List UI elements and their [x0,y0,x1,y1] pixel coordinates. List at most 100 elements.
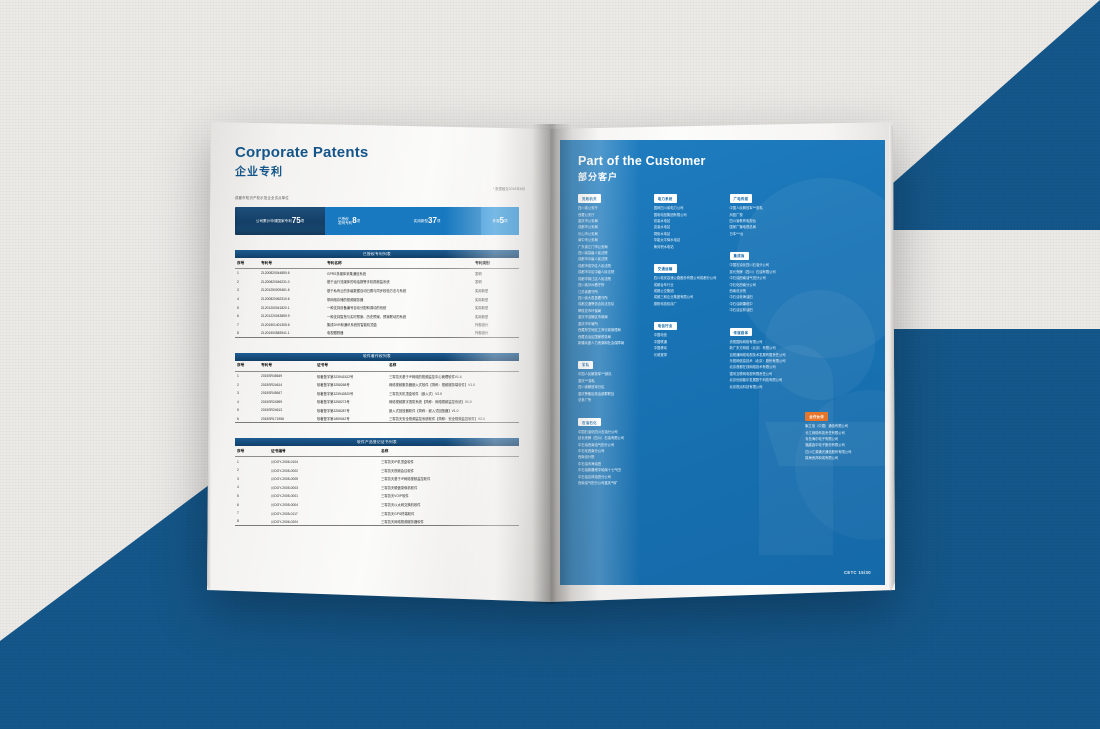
table-caption: 软件著作权列表 [235,352,519,361]
table-row: 4 川DGY-2005-0003 三零凯天硬盘录像机软件 [235,483,519,492]
customer-item: 中国石油化四川石油分公司 [729,263,770,268]
customer-item: 日本***台 [729,231,744,236]
customer-item: 四川省高级人民法院 [578,251,608,256]
customer-group-badge: 集成商 [729,251,749,260]
col-header-cert: 证书号 [317,363,329,368]
customer-item: 国电电投集团有限公司 [653,212,687,217]
customer-item: 百视通网络电视技术发展有限责任公司 [729,352,786,357]
customer-item: 中石化西南分公司 [578,448,605,453]
software-copyright-table: 软件著作权列表 序号 专利号 证书号 名称 1 2015SR45649 软著登字第3… [235,352,519,424]
table-cell: 川DGY-2006-0204 [271,519,299,524]
table-cell: 外观设计 [475,331,489,336]
col-header-name: 专利名称 [327,260,342,265]
stat-value-utility: 37 [428,216,437,225]
stat-segment-total: 公司累计申请国家专利75项 [235,207,325,235]
table-cell: 川DGY-2005-0001 [271,494,299,499]
table-cell: 三零凯天基于IP网络视频监控软件 [381,477,431,482]
customer-item: 成都交通警务合执法总队 [578,302,615,307]
customer-item: 中石油青海油田 [578,461,602,466]
table-cell: 软著登字第3258273号 [317,400,350,405]
customer-item: 黄河积水电站 [653,244,674,249]
customer-item: 铜街水电站 [653,231,671,236]
table-cell: 软著登字第323942820号 [317,391,354,396]
customer-item: 中石油新疆塔中 [729,301,753,306]
stat-unit-invention: 项 [356,219,361,223]
stat-label-design: 外观 [492,219,500,223]
table-cell: 三零凯天网络视频服务器软件 [381,519,424,524]
customer-group: 电信行业 中国电信 中国联通 中国移动 长城宽带 [653,314,723,358]
table-cell: 川DGY-2005-0004 [271,503,299,508]
customer-item: 新疆兵团人力资源和社会保障局 [578,340,625,345]
customer-item: 德阳科技机床厂 [653,301,677,306]
table-row: 8 川DGY-2006-0204 三零凯天网络视频服务器软件 [235,517,519,527]
table-cell: 2015SR171956 [261,416,284,421]
customer-item: 中石油青海油田 [729,295,753,300]
customer-item: 中国电信 [653,333,667,338]
col-header-certnum: 证书编号 [271,448,286,453]
customer-item: 国家广播电视总局 [729,225,756,230]
customer-group: 合作伙伴 聚立信（中国）通信有限公司 长江网络科技责任有限公司 青岛海尔电子有限公司福… [805,405,874,462]
table-cell: 2015SR45647 [261,391,283,396]
table-cell: 5 [237,408,239,413]
customer-item: 广东省江门市公安局 [578,244,608,249]
col-header-title: 名称 [389,363,397,368]
col-header-no: 序号 [237,260,245,265]
stat-label-utility: 实用新型 [413,219,429,223]
customer-item: 西南设计院 [729,288,746,293]
customer-item: 西藏自治区国家税务局 [578,334,611,339]
page-title: Corporate Patents 企业专利 [235,144,525,179]
customer-item: 重庆***部队 [578,378,596,383]
customer-item: 四川省泸州看守所 [578,283,605,288]
table-row: 7 川DGY-2005-0117 三零凯天GPS终端软件 [235,509,519,518]
customer-item: 中石化西南分公司 [729,282,756,287]
customer-item: 长江网络科技责任有限公司 [805,430,845,435]
right-page-edge [889,124,895,596]
table-cell: 3 [237,476,239,481]
customer-item: 国网四川省电力公司 [653,206,684,211]
customer-item: 江苏省看守所 [578,289,598,294]
table-cell: 4 [237,297,239,302]
table-row: 2 川DGY-2005-0002 三零凯天视频会议软件 [235,466,519,475]
stat-unit-utility: 项 [436,219,441,223]
table-cell: 一种支持智慧与实时预案、历史预案、预案联动的系统 [327,314,407,319]
left-page-content: Corporate Patents 企业专利 成都市知识产权示范企业试点单位 *… [235,144,525,527]
decor-angled-bar [765,422,885,466]
customer-group-badge: 电信行业 [653,321,677,330]
customer-item: 重庆市公安局 [578,218,598,223]
table-cell: ZL201500583941.1 [261,330,290,335]
table-cell: ZL201200041820.1 [261,305,290,310]
table-cell: 电视跟踪器 [327,331,344,336]
customer-item: 中石油吉林油田分公司 [578,474,611,479]
table-cell: 川DGY-2005-0005 [271,477,299,482]
table-cell: ZL201501401305.6 [261,322,290,327]
customer-item: 四川汇源通光通信股份有限公司 [805,449,852,454]
magazine-spread: Corporate Patents 企业专利 成都市知识产权示范企业试点单位 *… [205,120,895,610]
table-cell: 川DGY-2005-0117 [271,511,298,516]
table-cell: 川DGY-2006-0104 [271,460,299,465]
table-cell: ZL200820046231.0 [261,279,290,284]
customer-group: 军队 中国人民解放军***部队 重庆***部队 四川省解放军分区 重庆警备区政治部群联处… [578,353,647,403]
right-title-cn: 部分客户 [578,172,619,182]
table-cell: 软著登字第1859042号 [317,417,350,422]
table-body: 1 川DGY-2006-0104 三零凯天IP机顶盒软件 2 川DGY-2005-000… [235,457,519,527]
customer-item: 尧溪水电站 [653,225,671,230]
table-cell: 网络视频服务器嵌入式软件【简称：视频服务端软件】V1.0 [389,383,475,388]
table-row: 3 ZL201250009461.6 基于私有云的多级数据自动归置与同步校验方法与系… [235,286,519,295]
table-cell: 一种支持设备编号自动分配和调动的系统 [327,306,387,311]
customer-group: 集成商 中国石油化四川石油分公司 延长壳牌（四川）石油有限公司 中石油西南油气田分公司… [729,244,799,313]
table-cell: 三零凯天以太网交换机软件 [381,503,421,508]
table-cell: 1 [237,459,239,464]
customer-item: 四川省解放军分区 [578,385,605,390]
table-cell: 2015SR24613 [261,408,283,413]
customer-item: 西藏林芝地区工商行政管理局 [578,328,621,333]
table-cell: 5 [237,305,239,310]
left-note: 成都市知识产权示范企业试点单位 [235,196,289,200]
page-footer: CETC 15/30 [843,570,871,575]
customer-item: 乐视网信息技术（北京）股份有限公司 [729,359,786,364]
table-cell: 三零凯天GPS终端软件 [381,511,415,516]
customer-group-badge: 石油石化 [578,417,601,427]
customer-group-badge: 合作伙伴 [805,412,829,421]
left-title-cn: 企业专利 [235,166,283,178]
customer-item: 延长壳牌（四川）石油有限公司 [729,269,776,274]
table-cell: 3 [237,288,239,293]
